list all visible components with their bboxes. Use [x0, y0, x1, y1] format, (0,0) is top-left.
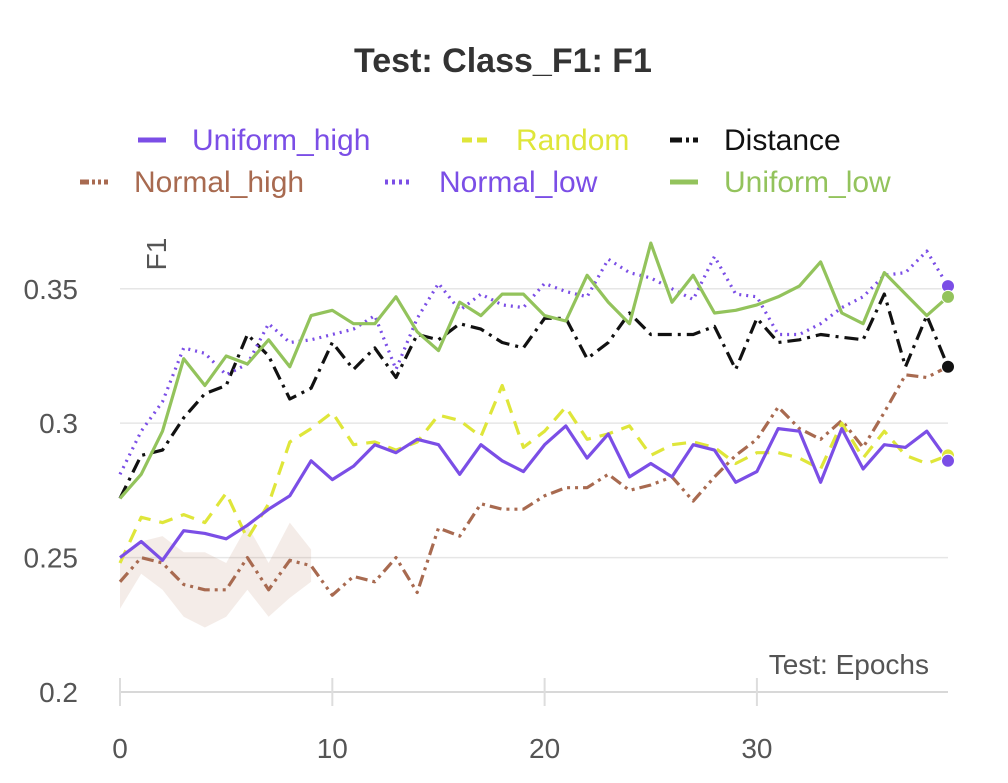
series-lines — [118, 241, 950, 597]
series-line-normal-high — [118, 365, 949, 597]
legend-item-normal-high[interactable]: Normal_high — [80, 166, 304, 199]
legend-label-distance: Distance — [724, 124, 841, 157]
legend-item-normal-low[interactable]: Normal_low — [385, 166, 598, 199]
x-tick-label: 30 — [741, 733, 772, 764]
y-tick-label: 0.3 — [39, 408, 78, 439]
legend-item-random[interactable]: Random — [462, 124, 629, 157]
legend: Uniform_high Random Distance Normal_high Nor… — [80, 124, 891, 199]
series-endpoint-uniform-low — [941, 289, 955, 304]
legend-label-random: Random — [516, 124, 629, 157]
legend-label-normal-high: Normal_high — [134, 166, 304, 199]
legend-label-normal-low: Normal_low — [439, 166, 598, 199]
legend-item-distance[interactable]: Distance — [670, 124, 841, 157]
series-line-normal-low — [118, 249, 950, 476]
series-endpoint-uniform-high — [941, 453, 955, 468]
legend-item-uniform-high[interactable]: Uniform_high — [138, 124, 370, 157]
series-line-uniform-low — [118, 241, 950, 500]
x-tick-label: 10 — [317, 733, 348, 764]
legend-item-uniform-low[interactable]: Uniform_low — [670, 166, 891, 199]
x-tick-label: 0 — [112, 733, 128, 764]
y-tick-label: 0.25 — [24, 543, 79, 574]
y-axis-label: F1 — [141, 238, 172, 271]
x-tick-label: 20 — [529, 733, 560, 764]
x-axis-label: Test: Epochs — [769, 649, 929, 680]
series-line-uniform-high — [119, 424, 950, 562]
y-tick-label: 0.2 — [39, 677, 78, 708]
normal-high-confidence-band — [120, 522, 312, 628]
legend-label-uniform-low: Uniform_low — [724, 166, 891, 199]
series-line-random — [118, 383, 949, 564]
gridlines — [120, 288, 948, 559]
chart-title: Test: Class_F1: F1 — [354, 42, 652, 80]
series-endpoints — [941, 279, 955, 468]
series-endpoint-distance — [941, 359, 955, 374]
series-line-distance — [118, 292, 950, 500]
legend-label-uniform-high: Uniform_high — [192, 124, 370, 157]
normal-high-band-area — [120, 522, 312, 628]
x-axis: 0 10 20 30 — [112, 678, 948, 764]
y-tick-label: 0.35 — [24, 274, 79, 305]
y-axis-ticks: 0.2 0.25 0.3 0.35 — [24, 274, 79, 708]
